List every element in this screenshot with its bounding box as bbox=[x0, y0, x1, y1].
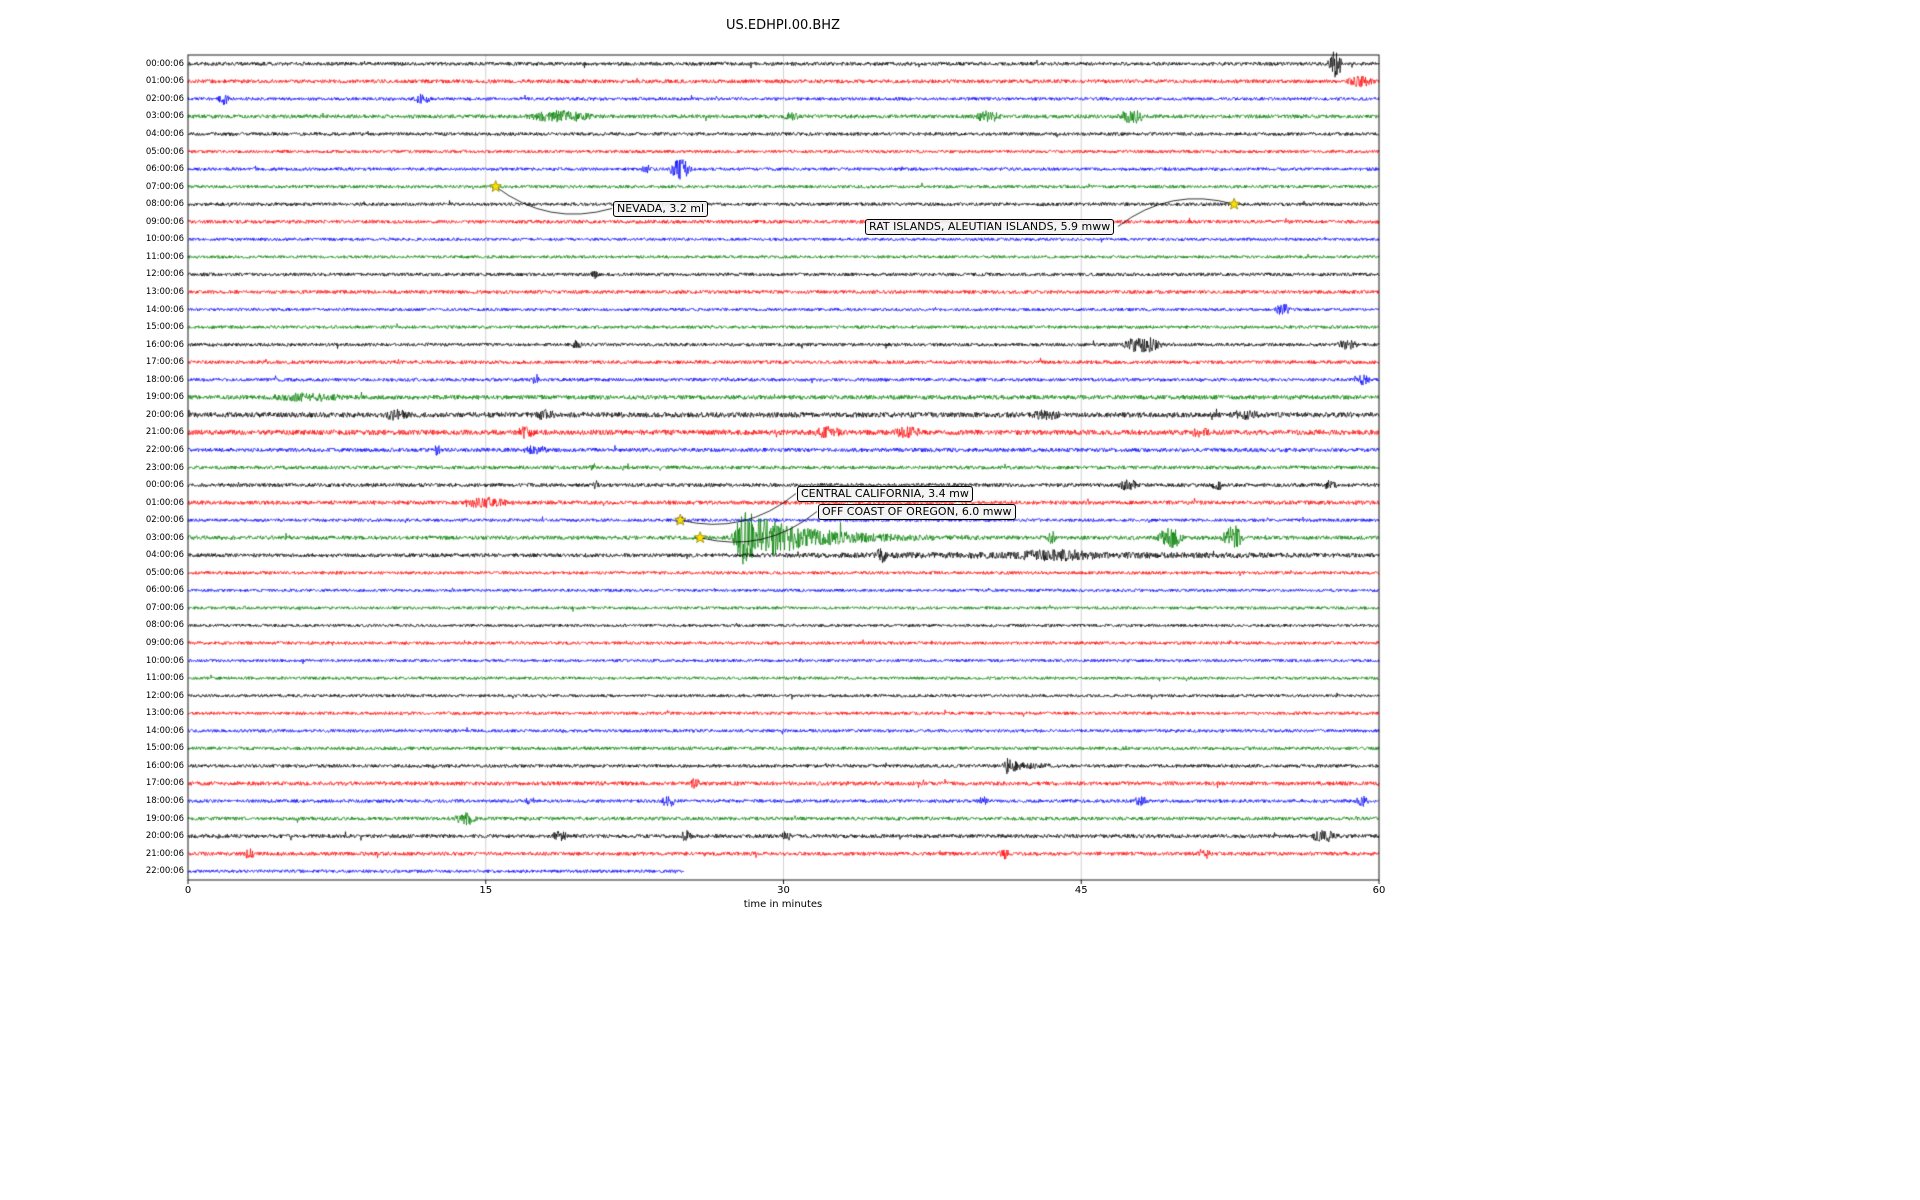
trace-time-label: 08:00:06 bbox=[145, 199, 184, 210]
trace-time-label: 05:00:06 bbox=[145, 146, 184, 157]
trace-time-label: 08:00:06 bbox=[145, 620, 184, 631]
trace-time-label: 19:00:06 bbox=[145, 392, 184, 403]
trace-time-label: 14:00:06 bbox=[145, 304, 184, 315]
trace-time-label: 20:00:06 bbox=[145, 409, 184, 420]
trace-time-label: 17:00:06 bbox=[145, 778, 184, 789]
trace-time-label: 15:00:06 bbox=[145, 322, 184, 333]
trace-time-label: 11:00:06 bbox=[145, 251, 184, 262]
trace-time-label: 05:00:06 bbox=[145, 567, 184, 578]
trace-time-label: 01:00:06 bbox=[145, 76, 184, 87]
trace-time-label: 13:00:06 bbox=[145, 286, 184, 297]
event-annotation-rat-islands: RAT ISLANDS, ALEUTIAN ISLANDS, 5.9 mww bbox=[865, 219, 1115, 236]
trace-time-label: 11:00:06 bbox=[145, 673, 184, 684]
trace-time-label: 10:00:06 bbox=[145, 234, 184, 245]
x-tick-label: 60 bbox=[1372, 885, 1386, 896]
trace-time-label: 22:00:06 bbox=[145, 866, 184, 877]
trace-time-label: 17:00:06 bbox=[145, 357, 184, 368]
trace-time-label: 22:00:06 bbox=[145, 444, 184, 455]
trace-time-label: 04:00:06 bbox=[145, 550, 184, 561]
trace-time-label: 12:00:06 bbox=[145, 690, 184, 701]
trace-time-label: 21:00:06 bbox=[145, 848, 184, 859]
trace-time-label: 00:00:06 bbox=[145, 480, 184, 491]
trace-time-label: 02:00:06 bbox=[145, 93, 184, 104]
trace-time-label: 03:00:06 bbox=[145, 111, 184, 122]
trace-time-label: 15:00:06 bbox=[145, 743, 184, 754]
x-axis-label: time in minutes bbox=[743, 899, 823, 910]
trace-time-label: 06:00:06 bbox=[145, 585, 184, 596]
x-tick-label: 0 bbox=[184, 885, 192, 896]
trace-time-label: 18:00:06 bbox=[145, 796, 184, 806]
trace-time-label: 09:00:06 bbox=[145, 638, 184, 649]
trace-time-label: 10:00:06 bbox=[145, 655, 184, 666]
event-annotation-nevada: NEVADA, 3.2 ml bbox=[613, 201, 709, 218]
trace-time-label: 19:00:06 bbox=[145, 813, 184, 824]
trace-time-label: 12:00:06 bbox=[145, 269, 184, 280]
trace-time-label: 20:00:06 bbox=[145, 831, 184, 842]
trace-time-label: 07:00:06 bbox=[145, 602, 184, 613]
trace-time-label: 02:00:06 bbox=[145, 515, 184, 526]
trace-time-label: 00:00:06 bbox=[145, 58, 184, 69]
trace-time-label: 07:00:06 bbox=[145, 181, 184, 192]
trace-time-label: 23:00:06 bbox=[145, 462, 184, 473]
trace-time-label: 03:00:06 bbox=[145, 532, 184, 543]
plot-title: US.EDHPI.00.BHZ bbox=[726, 18, 840, 33]
trace-time-label: 04:00:06 bbox=[145, 128, 184, 139]
x-tick-label: 15 bbox=[479, 885, 493, 896]
trace-time-label: 09:00:06 bbox=[145, 216, 184, 227]
trace-time-label: 16:00:06 bbox=[145, 339, 184, 350]
trace-time-label: 01:00:06 bbox=[145, 497, 184, 508]
event-annotation-off-coast-oregon: OFF COAST OF OREGON, 6.0 mww bbox=[818, 504, 1016, 521]
event-annotation-central-california: CENTRAL CALIFORNIA, 3.4 mw bbox=[797, 486, 973, 503]
trace-time-label: 13:00:06 bbox=[145, 708, 184, 719]
trace-time-label: 18:00:06 bbox=[145, 374, 184, 385]
x-tick-label: 30 bbox=[777, 885, 790, 896]
trace-time-label: 16:00:06 bbox=[145, 760, 184, 771]
trace-time-label: 14:00:06 bbox=[145, 725, 184, 736]
x-tick-label: 45 bbox=[1074, 885, 1088, 896]
trace-time-label: 21:00:06 bbox=[145, 427, 184, 438]
trace-time-label: 06:00:06 bbox=[145, 164, 184, 175]
